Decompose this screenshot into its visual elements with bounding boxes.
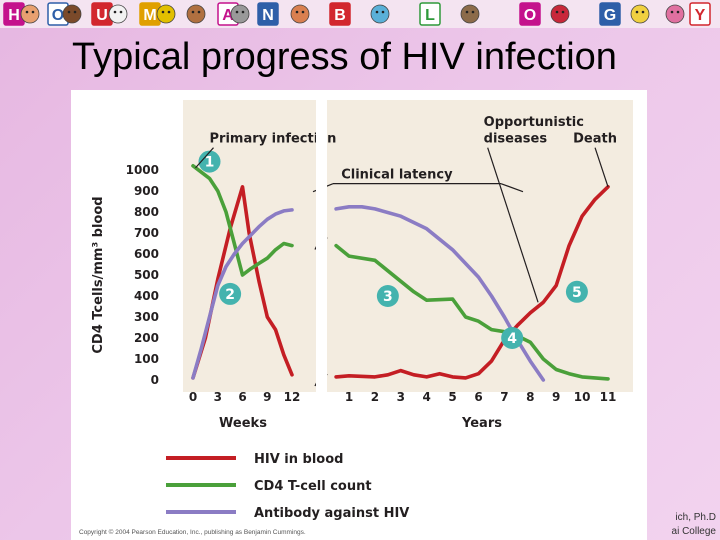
legend-item-cd4: CD4 T-cell count <box>166 479 372 494</box>
svg-text:Primary infection: Primary infection <box>210 132 337 147</box>
banner-letter-y: Y <box>689 2 711 26</box>
y-tick-label: 900 <box>134 184 159 198</box>
credit-line-1: ich, Ph.D <box>675 512 716 523</box>
hiv-line-years <box>334 185 610 380</box>
y-tick-label: 600 <box>134 247 159 261</box>
y-tick-label: 0 <box>151 373 159 387</box>
svg-text:2: 2 <box>225 287 235 303</box>
legend-item-hiv: HIV in blood <box>166 452 343 467</box>
svg-text:M: M <box>143 7 156 24</box>
svg-text:H: H <box>8 7 20 24</box>
stage-marker-2: 2 <box>219 282 242 305</box>
bird-icon <box>370 4 390 24</box>
boy-face-icon <box>62 4 82 24</box>
svg-text:5: 5 <box>572 285 582 301</box>
svg-text:HIV in blood: HIV in blood <box>254 452 343 467</box>
svg-text:1: 1 <box>205 155 215 171</box>
x-tick-years: 7 <box>500 390 508 404</box>
stage-marker-5: 5 <box>565 280 588 303</box>
monkey-icon <box>460 4 480 24</box>
banner-letter-g: G <box>599 2 621 26</box>
banner-letter-u: U <box>91 2 113 26</box>
y-tick-label: 200 <box>134 331 159 345</box>
x-tick-years: 6 <box>474 390 482 404</box>
y-axis-label: CD4 Tcells/mm³ blood <box>91 196 106 353</box>
svg-text:B: B <box>334 7 346 24</box>
x-tick-years: 10 <box>574 390 591 404</box>
copyright-note: Copyright © 2004 Pearson Education, Inc.… <box>79 528 306 536</box>
annotation-primary-infection: Primary infection <box>195 132 337 169</box>
stage-marker-4: 4 <box>501 327 524 349</box>
y-tick-label: 100 <box>134 352 159 366</box>
flower-icon <box>630 4 650 24</box>
x-tick-years: 11 <box>600 390 617 404</box>
cd4-line-weeks <box>191 164 294 277</box>
svg-text:CD4 T-cell count: CD4 T-cell count <box>254 479 372 494</box>
star-icon <box>156 4 176 24</box>
svg-text:G: G <box>604 7 616 24</box>
banner-letter-l: L <box>419 2 441 26</box>
x-tick-years: 2 <box>371 390 379 404</box>
svg-text:Antibody against HIV: Antibody against HIV <box>254 506 409 521</box>
x-tick-years: 4 <box>423 390 431 404</box>
y-tick-label: 700 <box>134 226 159 240</box>
x-axis-label-years: Years <box>461 416 502 431</box>
cherry-icon <box>550 4 570 24</box>
dog-icon <box>186 4 206 24</box>
slide-title: Typical progress of HIV infection <box>72 36 617 78</box>
y-tick-label: 300 <box>134 310 159 324</box>
x-axis-label-weeks: Weeks <box>219 416 267 431</box>
antibody-line-weeks <box>191 208 294 380</box>
y-tick-label: 1000 <box>126 163 159 177</box>
y-tick-label: 500 <box>134 268 159 282</box>
author-credit: ich, Ph.D ai College <box>636 511 716 539</box>
x-tick-years: 3 <box>397 390 405 404</box>
y-tick-label: 400 <box>134 289 159 303</box>
svg-text:O: O <box>524 7 536 24</box>
svg-text:4: 4 <box>507 331 517 347</box>
svg-text:O: O <box>52 7 64 24</box>
annotation-clinical-latency: Clinical latency <box>341 167 453 182</box>
credit-line-2: ai College <box>671 526 716 537</box>
annotation-death: Death <box>573 132 617 187</box>
svg-text:Death: Death <box>573 132 617 147</box>
annotation-diseases: diseases <box>484 132 548 303</box>
sword-icon <box>230 4 250 24</box>
x-tick-years: 5 <box>448 390 456 404</box>
legend-item-antibody: Antibody against HIV <box>166 506 409 521</box>
svg-text:L: L <box>425 7 435 24</box>
x-tick-weeks: 3 <box>214 390 222 404</box>
x-tick-weeks: 6 <box>238 390 246 404</box>
girl-face-icon <box>20 4 40 24</box>
x-tick-years: 9 <box>552 390 560 404</box>
svg-text:diseases: diseases <box>484 132 548 147</box>
svg-text:U: U <box>96 7 108 24</box>
cd4-line-years <box>334 243 610 381</box>
dora-icon <box>290 4 310 24</box>
svg-text:N: N <box>262 7 274 24</box>
x-tick-weeks: 12 <box>284 390 301 404</box>
annotation-opportunistic: Opportunistic <box>484 115 584 130</box>
svg-text:Clinical latency: Clinical latency <box>341 167 453 182</box>
x-tick-weeks: 0 <box>189 390 197 404</box>
x-tick-years: 1 <box>345 390 353 404</box>
y-tick-label: 800 <box>134 205 159 219</box>
svg-text:3: 3 <box>383 289 393 305</box>
jester-icon <box>665 4 685 24</box>
svg-text:Opportunistic: Opportunistic <box>484 115 584 130</box>
x-tick-years: 8 <box>526 390 534 404</box>
banner-letter-n: N <box>257 2 279 26</box>
banner-letter-b: B <box>329 2 351 26</box>
hiv-progress-chart: 12 345 01002003004005006007008009001000CD… <box>71 90 647 540</box>
stage-marker-1: 1 <box>198 150 221 173</box>
stage-marker-3: 3 <box>376 285 399 307</box>
banner-letter-o: O <box>519 2 541 26</box>
x-tick-weeks: 9 <box>263 390 271 404</box>
svg-text:Y: Y <box>695 7 706 24</box>
goose-icon <box>108 4 128 24</box>
